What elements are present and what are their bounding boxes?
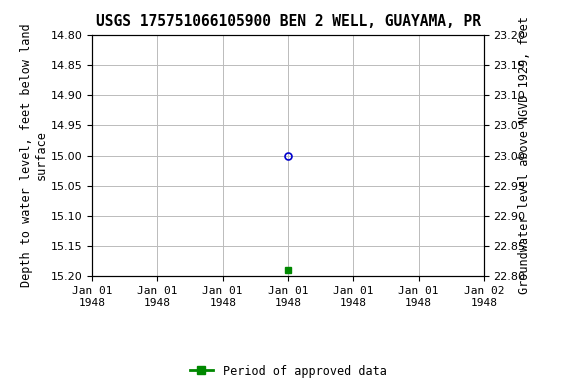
Legend: Period of approved data: Period of approved data	[185, 360, 391, 382]
Y-axis label: Groundwater level above NGVD 1929, feet: Groundwater level above NGVD 1929, feet	[518, 17, 531, 295]
Title: USGS 175751066105900 BEN 2 WELL, GUAYAMA, PR: USGS 175751066105900 BEN 2 WELL, GUAYAMA…	[96, 14, 480, 29]
Y-axis label: Depth to water level, feet below land
surface: Depth to water level, feet below land su…	[20, 24, 48, 287]
